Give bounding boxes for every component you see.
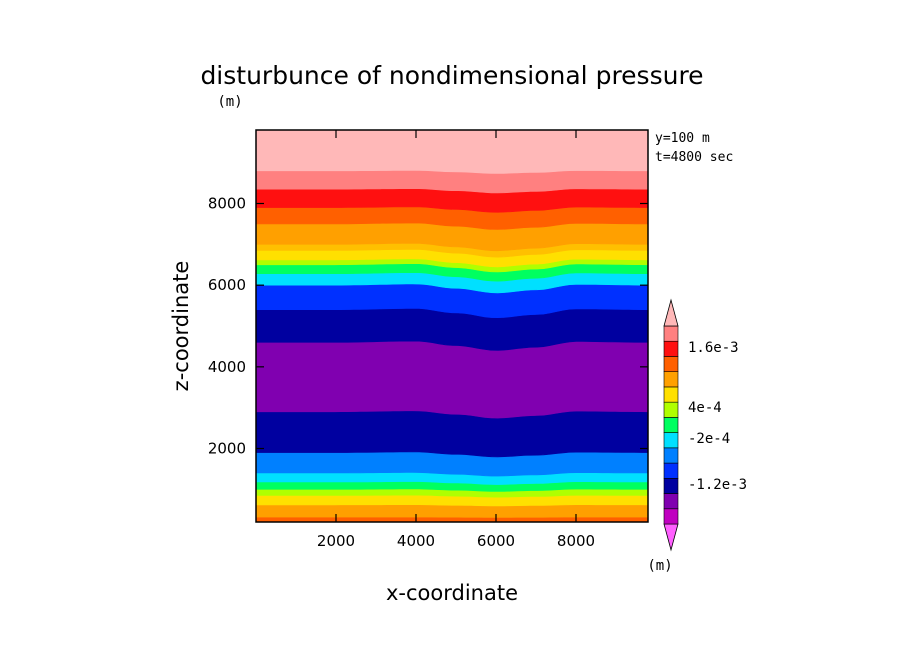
y-tick-label: 6000 [208,276,246,294]
x-tick-label: 6000 [477,532,515,550]
y-axis-label: z-coordinate [169,261,193,392]
colorbar-swatch [663,340,679,357]
contour-band [256,451,648,477]
colorbar-label-4: -1.2e-3 [688,477,747,493]
y-tick-label: 4000 [208,358,246,376]
plot-frame [255,129,649,523]
colorbar-label-3: -2e-4 [688,431,730,447]
y-tick-label: 8000 [208,195,246,213]
contour-band [256,410,648,458]
colorbar-swatch [663,356,679,372]
colorbar-label-1: 1.6e-3 [688,340,739,356]
annotation-y: y=100 m [655,131,710,146]
colorbar-swatch [663,508,679,525]
colorbar-swatch [663,432,679,449]
x-tick-label: 8000 [557,532,595,550]
contour-bands [256,130,648,522]
colorbar-min-arrow [663,523,679,552]
colorbar-swatch [663,478,679,494]
colorbar-swatch [663,371,679,388]
contour-band [256,340,648,419]
colorbar [663,298,679,552]
colorbar-swatch [663,447,679,464]
colorbar-swatch [663,386,679,403]
axis-ticks: 2000 4000 6000 8000 2000 4000 6000 8000 [208,130,648,550]
colorbar-swatch [663,462,679,479]
colorbar-swatch [663,417,679,433]
colorbar-unit: (m) [647,558,672,574]
chart-title: disturbunce of nondimensional pressure [200,61,703,90]
x-tick-label: 4000 [397,532,435,550]
contour-band [256,516,648,522]
colorbar-max-arrow [663,298,679,327]
title-unit: (m) [217,94,242,110]
colorbar-swatch [663,325,679,342]
contour-band [256,504,648,518]
colorbar-swatch [663,401,679,418]
colorbar-label-2: 4e-4 [688,400,722,416]
annotation-t: t=4800 sec [655,150,733,165]
colorbar-swatch [663,493,679,510]
x-tick-label: 2000 [317,532,355,550]
contour-band [256,494,648,507]
x-axis-label: x-coordinate [386,581,518,605]
contour-band [256,130,648,174]
y-tick-label: 2000 [208,440,246,458]
